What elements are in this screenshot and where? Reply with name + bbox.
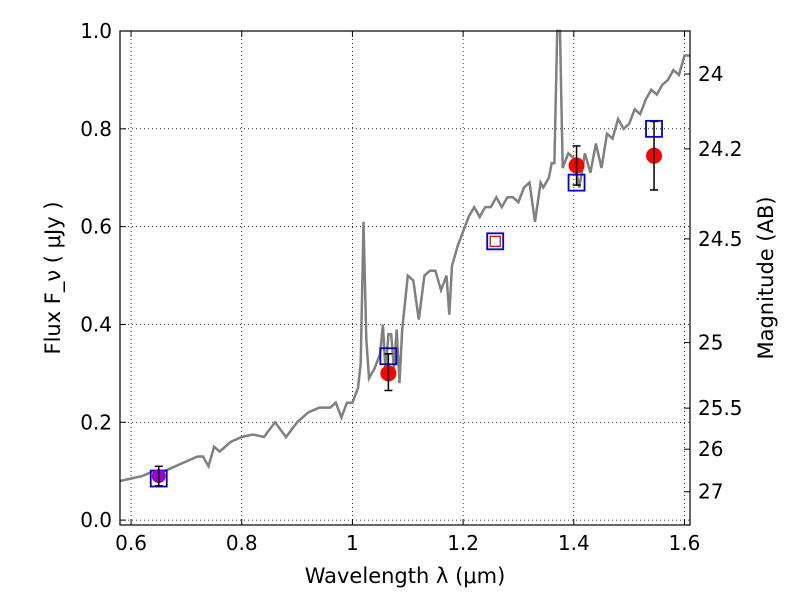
x-axis-label: Wavelength λ (μm): [305, 564, 506, 588]
inner-square-marker: [489, 235, 501, 247]
y-tick-label: 0.8: [80, 117, 112, 141]
data-points: [149, 119, 663, 488]
right-tick-label: 24: [698, 62, 723, 86]
right-tick-label: 26: [698, 437, 723, 461]
y-tick-label: 0.0: [80, 508, 112, 532]
right-tick-label: 25.5: [698, 396, 743, 420]
x-tick-label: 1.4: [558, 531, 590, 555]
spectrum-line: [119, 29, 690, 483]
x-tick-label: 0.6: [115, 531, 147, 555]
plot-frame: [119, 30, 691, 526]
spectrum: [119, 29, 690, 483]
square-marker: [486, 232, 505, 251]
right-tick-label: 24.5: [698, 227, 743, 251]
y-tick-label: 0.2: [80, 410, 112, 434]
x-tick-label: 1.2: [447, 531, 479, 555]
y-tick-label: 0.6: [80, 215, 112, 239]
x-tick-label: 1: [346, 531, 359, 555]
x-tick-label: 1.6: [669, 531, 701, 555]
right-tick-label: 24.2: [698, 137, 743, 161]
right-tick-label: 27: [698, 480, 723, 504]
grid: [120, 30, 690, 525]
ticks: 0.6 0.8 1 1.2 1.4 1.6 0.0 0.2 0.4 0.6 0.8 1.0 24 24.2…: [80, 19, 742, 555]
right-axis-label: Magnitude (AB): [754, 196, 778, 359]
y-axis-label: Flux F_ν ( μJy ): [41, 201, 66, 354]
y-tick-label: 1.0: [80, 19, 112, 43]
right-tick-label: 25: [698, 331, 723, 355]
x-tick-label: 0.8: [226, 531, 258, 555]
y-tick-label: 0.4: [80, 312, 112, 336]
